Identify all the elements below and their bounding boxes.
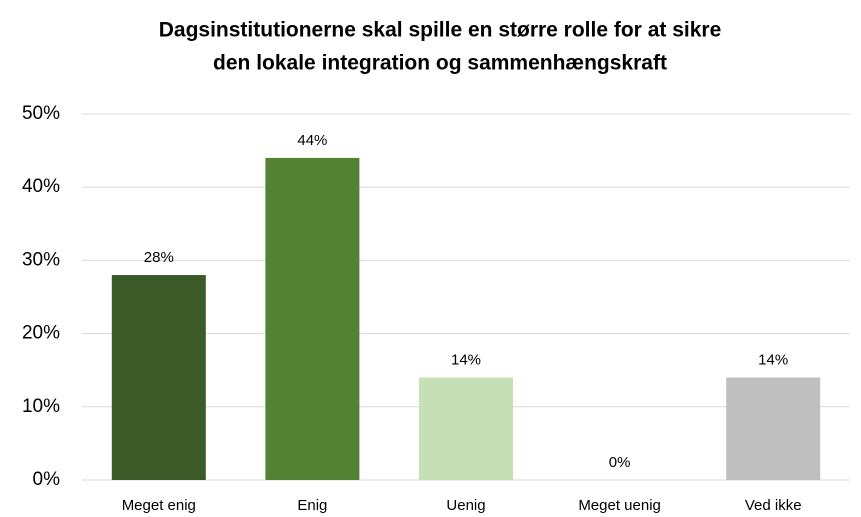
data-label: 28% <box>144 249 174 266</box>
x-tick-label: Ved ikke <box>745 497 802 514</box>
x-tick-label: Meget enig <box>122 497 196 514</box>
data-label: 0% <box>609 454 631 471</box>
x-tick-label: Enig <box>297 497 327 514</box>
bar <box>111 275 206 480</box>
y-tick-label: 20% <box>22 323 60 344</box>
x-tick-label: Uenig <box>446 497 485 514</box>
data-label: 44% <box>297 132 327 149</box>
chart-title: Dagsinstitutionerne skal spille en størr… <box>159 19 722 42</box>
chart-title: den lokale integration og sammenhængskra… <box>213 52 667 75</box>
y-tick-label: 30% <box>22 249 60 270</box>
bar <box>726 377 821 480</box>
y-tick-label: 10% <box>22 396 60 417</box>
data-label: 14% <box>758 351 788 368</box>
y-tick-label: 50% <box>22 103 60 124</box>
y-tick-label: 0% <box>33 469 61 490</box>
data-label: 14% <box>451 351 481 368</box>
x-tick-label: Meget uenig <box>578 497 661 514</box>
bar <box>265 157 360 481</box>
y-tick-label: 40% <box>22 176 60 197</box>
bar <box>419 377 513 480</box>
